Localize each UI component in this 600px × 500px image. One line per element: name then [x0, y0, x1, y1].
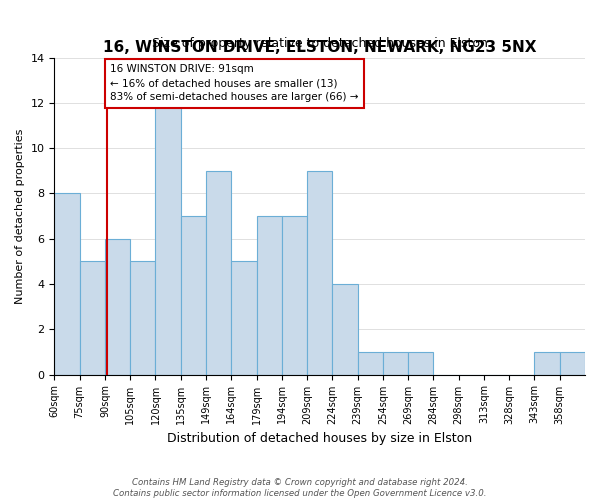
- Bar: [80, 262, 105, 374]
- Bar: [231, 262, 257, 374]
- Bar: [181, 216, 206, 374]
- Bar: [535, 352, 560, 374]
- X-axis label: Distribution of detached houses by size in Elston: Distribution of detached houses by size …: [167, 432, 472, 445]
- Bar: [307, 171, 332, 374]
- Bar: [383, 352, 408, 374]
- Bar: [130, 262, 155, 374]
- Bar: [332, 284, 358, 374]
- Bar: [206, 171, 231, 374]
- Text: Size of property relative to detached houses in Elston: Size of property relative to detached ho…: [152, 36, 488, 50]
- Bar: [408, 352, 433, 374]
- Bar: [105, 238, 130, 374]
- Bar: [560, 352, 585, 374]
- Bar: [358, 352, 383, 374]
- Text: 16 WINSTON DRIVE: 91sqm
← 16% of detached houses are smaller (13)
83% of semi-de: 16 WINSTON DRIVE: 91sqm ← 16% of detache…: [110, 64, 359, 102]
- Text: Contains HM Land Registry data © Crown copyright and database right 2024.
Contai: Contains HM Land Registry data © Crown c…: [113, 478, 487, 498]
- Title: 16, WINSTON DRIVE, ELSTON, NEWARK, NG23 5NX: 16, WINSTON DRIVE, ELSTON, NEWARK, NG23 …: [103, 40, 536, 55]
- Bar: [155, 103, 181, 374]
- Bar: [257, 216, 282, 374]
- Y-axis label: Number of detached properties: Number of detached properties: [15, 128, 25, 304]
- Bar: [55, 194, 80, 374]
- Bar: [282, 216, 307, 374]
